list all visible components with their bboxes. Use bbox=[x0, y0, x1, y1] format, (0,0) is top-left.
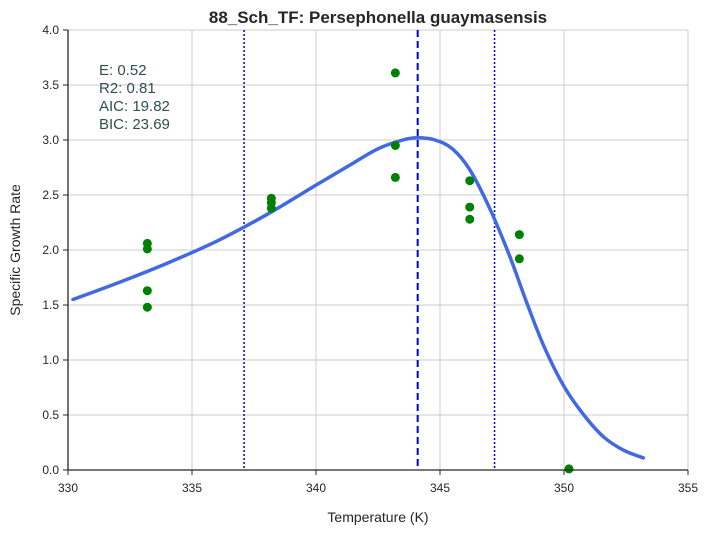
data-point bbox=[564, 464, 574, 474]
x-tick-label: 355 bbox=[678, 481, 698, 495]
data-point bbox=[465, 176, 475, 186]
y-tick-label: 1.0 bbox=[42, 353, 59, 367]
chart-title: 88_Sch_TF: Persephonella guaymasensis bbox=[209, 8, 547, 27]
y-axis-ticks: 0.0 0.5 1.0 1.5 2.0 2.5 3.0 3.5 4.0 bbox=[42, 23, 68, 477]
data-point bbox=[465, 214, 475, 224]
y-tick-label: 3.5 bbox=[42, 78, 59, 92]
x-tick-label: 330 bbox=[58, 481, 78, 495]
data-point bbox=[266, 203, 276, 213]
stat-r2: R2: 0.81 bbox=[99, 80, 156, 97]
y-axis-label: Specific Growth Rate bbox=[7, 184, 23, 316]
x-tick-label: 350 bbox=[554, 481, 574, 495]
data-point bbox=[390, 68, 400, 78]
y-tick-label: 3.0 bbox=[42, 133, 59, 147]
data-point bbox=[142, 302, 152, 312]
x-tick-label: 345 bbox=[430, 481, 450, 495]
fit-curve bbox=[71, 136, 646, 460]
stat-bic: BIC: 23.69 bbox=[99, 116, 170, 133]
x-tick-label: 335 bbox=[182, 481, 202, 495]
data-point bbox=[465, 202, 475, 212]
stat-e: E: 0.52 bbox=[99, 62, 147, 79]
stat-aic: AIC: 19.82 bbox=[99, 98, 170, 115]
data-points bbox=[142, 68, 574, 474]
y-tick-label: 0.0 bbox=[42, 463, 59, 477]
data-point bbox=[142, 244, 152, 254]
x-axis-ticks: 330 335 340 345 350 355 bbox=[58, 470, 698, 495]
grid bbox=[67, 29, 689, 471]
y-tick-label: 1.5 bbox=[42, 298, 59, 312]
y-tick-label: 0.5 bbox=[42, 408, 59, 422]
data-point bbox=[514, 230, 524, 240]
y-tick-label: 2.0 bbox=[42, 243, 59, 257]
x-axis-label: Temperature (K) bbox=[327, 509, 428, 525]
fit-statistics: E: 0.52 R2: 0.81 AIC: 19.82 BIC: 23.69 bbox=[99, 62, 170, 133]
y-tick-label: 2.5 bbox=[42, 188, 59, 202]
y-tick-label: 4.0 bbox=[42, 23, 59, 37]
data-point bbox=[390, 172, 400, 182]
x-tick-label: 340 bbox=[306, 481, 326, 495]
data-point bbox=[142, 286, 152, 296]
data-point bbox=[390, 141, 400, 150]
reference-lines bbox=[243, 30, 496, 470]
fit-curve-layer bbox=[71, 136, 646, 460]
data-point bbox=[514, 254, 524, 264]
